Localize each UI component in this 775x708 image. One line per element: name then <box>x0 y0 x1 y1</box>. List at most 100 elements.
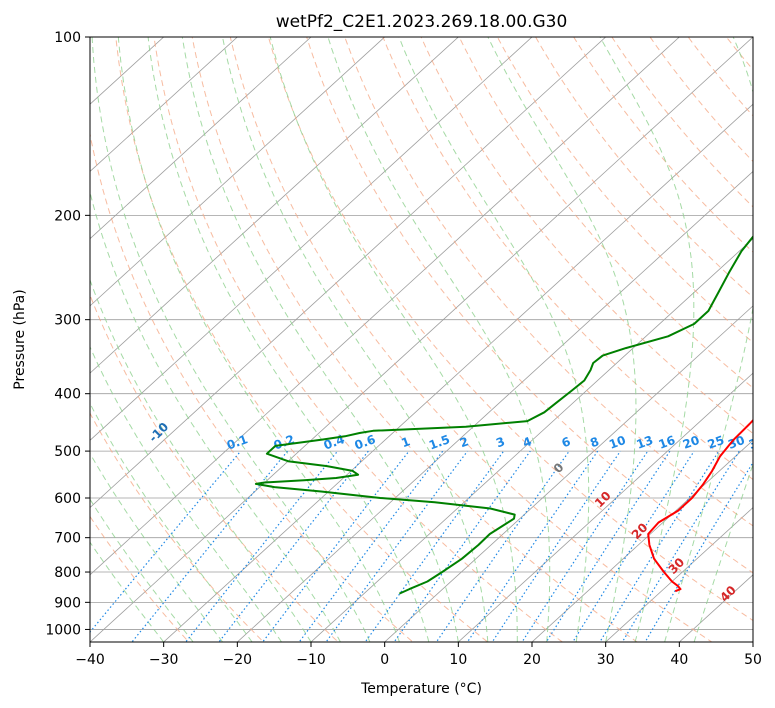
moist-adiabat <box>91 37 371 642</box>
x-tick-label: −20 <box>223 652 253 668</box>
mixing-ratio-label: 1 <box>399 434 412 450</box>
x-tick-label: −10 <box>296 652 326 668</box>
y-tick-label: 900 <box>54 595 81 611</box>
dry-adiabat <box>90 293 339 642</box>
isotherm-line <box>90 37 607 509</box>
mixing-ratio-label: 0.6 <box>353 432 378 452</box>
mixing-ratio-label: 1.5 <box>427 432 452 452</box>
mixing-ratio-line <box>466 450 599 642</box>
moist-adiabat <box>398 37 590 642</box>
mixing-ratio-label: 20 <box>681 433 701 452</box>
mixing-ratio-line <box>261 450 410 642</box>
mixing-ratio-label: 8 <box>588 434 601 450</box>
dry-adiabat <box>90 515 190 642</box>
mixing-ratio-label: 0.4 <box>322 432 347 452</box>
dry-adiabat <box>754 24 775 654</box>
mixing-ratio-label: 16 <box>657 433 677 452</box>
x-tick-label: 50 <box>744 652 762 668</box>
moist-adiabat-label: 20 <box>629 520 651 542</box>
mixing-ratio-label: 30 <box>726 433 746 452</box>
y-axis-label: Pressure (hPa) <box>12 289 28 389</box>
mixing-ratio-label: 0.1 <box>225 432 250 452</box>
moist-adiabat <box>599 37 695 642</box>
moist-adiabat <box>693 462 753 642</box>
y-tick-label: 300 <box>54 313 81 329</box>
mixing-ratio-line <box>184 450 339 642</box>
dry-adiabat <box>611 37 753 208</box>
isotherm-line <box>90 37 680 576</box>
moist-adiabat <box>90 452 223 642</box>
y-tick-label: 200 <box>54 208 81 224</box>
isotherm-line <box>752 641 753 642</box>
isotherm-line <box>310 238 753 642</box>
dry-adiabat-label: -10 <box>146 420 171 445</box>
moist-adiabat <box>90 541 165 642</box>
moist-adiabat-label: 40 <box>717 583 739 605</box>
x-tick-label: −40 <box>75 652 105 668</box>
dry-adiabat <box>90 131 414 642</box>
mixing-ratio-label: 10 <box>607 433 627 452</box>
moist-adiabat-label: 0 <box>551 460 567 476</box>
mixing-ratio-line <box>545 450 671 642</box>
x-tick-label: −30 <box>149 652 179 668</box>
isotherm-line <box>605 507 753 642</box>
dry-adiabat <box>687 37 753 117</box>
isotherm-line <box>90 37 312 240</box>
isotherm-line <box>90 37 753 642</box>
dry-adiabat <box>420 37 753 435</box>
x-tick-label: 20 <box>523 652 541 668</box>
moist-adiabat <box>117 37 400 642</box>
dewpoint-profile <box>254 235 753 595</box>
y-tick-label: 800 <box>54 565 81 581</box>
isotherm-line <box>90 37 533 441</box>
mixing-ratio-line <box>644 461 753 642</box>
moist-adiabat <box>181 37 459 642</box>
mixing-ratio-line <box>435 450 570 642</box>
dry-adiabat <box>725 37 753 71</box>
dry-adiabat <box>267 37 753 622</box>
dry-adiabat <box>191 37 638 642</box>
moist-adiabat <box>327 37 551 642</box>
chart-title: wetPf2_C2E1.2023.269.18.00.G30 <box>276 12 568 32</box>
x-axis-label: Temperature (°C) <box>360 681 482 697</box>
dry-adiabat <box>90 412 265 642</box>
x-tick-label: 30 <box>597 652 615 668</box>
isotherm-line <box>531 439 753 642</box>
moist-adiabat <box>90 278 312 642</box>
mixing-ratio-label: 36 <box>747 433 767 452</box>
dry-adiabat <box>458 37 753 389</box>
mixing-ratio-label: 4 <box>521 434 534 450</box>
dry-adiabat <box>573 37 753 253</box>
mixing-ratio-label: 6 <box>560 434 573 450</box>
plot-area: 0.10.20.40.611.52346810131620253036-100-… <box>90 24 775 654</box>
mixing-ratio-line <box>491 450 621 642</box>
isotherm-line <box>457 372 753 642</box>
y-tick-label: 600 <box>54 491 81 507</box>
mixing-ratio-label: 3 <box>494 434 507 450</box>
x-tick-label: 10 <box>449 652 467 668</box>
dry-adiabat <box>382 37 753 481</box>
moist-adiabat <box>664 37 753 642</box>
moist-adiabat <box>90 190 341 642</box>
isotherm-line <box>90 37 459 374</box>
mixing-ratio-line <box>218 450 369 642</box>
mixing-ratio-line <box>364 450 505 642</box>
moist-adiabat <box>269 37 518 642</box>
mixing-ratio-line <box>393 450 531 642</box>
isotherm-line <box>90 37 386 307</box>
dry-adiabat <box>115 37 489 642</box>
axes: −40 −30 −20 −10 0 10 20 30 40 5010009008007006005… <box>45 30 762 668</box>
x-tick-label: 40 <box>670 652 688 668</box>
moist-adiabat <box>222 37 489 642</box>
dry-adiabat <box>306 37 753 574</box>
isotherm-line <box>163 103 753 642</box>
dry-adiabat <box>344 37 753 527</box>
x-tick-label: 0 <box>380 652 389 668</box>
moist-adiabat <box>147 37 430 642</box>
y-tick-label: 100 <box>54 30 81 46</box>
y-tick-label: 1000 <box>45 622 81 638</box>
mixing-ratio-line <box>131 450 289 642</box>
mixing-ratio-label: 25 <box>706 433 726 452</box>
dry-adiabat <box>496 37 753 344</box>
